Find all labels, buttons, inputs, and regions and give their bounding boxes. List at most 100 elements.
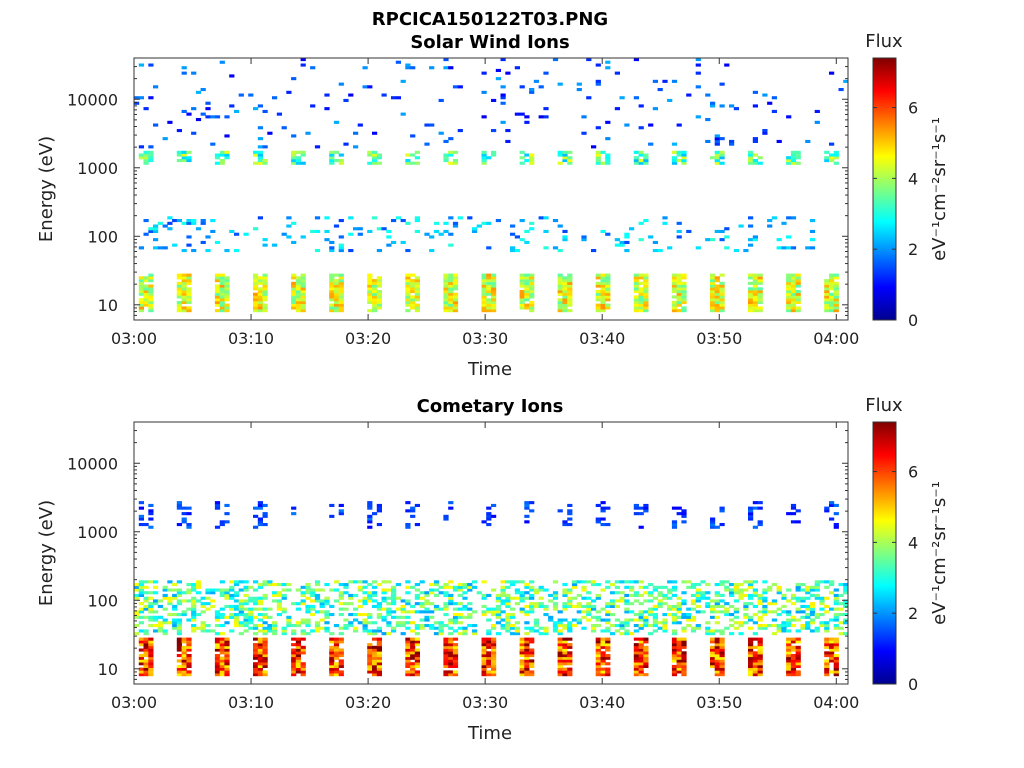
flux-cell [757, 640, 763, 644]
flux-cell [329, 292, 335, 296]
flux-cell [481, 613, 487, 617]
flux-cell [310, 229, 316, 233]
flux-cell [186, 290, 192, 294]
flux-cell [448, 306, 454, 310]
flux-cell [748, 287, 754, 291]
flux-cell [833, 607, 839, 611]
flux-cell [452, 303, 459, 307]
flux-cell [743, 580, 749, 584]
flux-cell [262, 637, 268, 641]
flux-cell [776, 246, 782, 250]
flux-cell [452, 621, 459, 625]
flux-cell [176, 281, 182, 285]
flux-cell [143, 150, 149, 154]
flux-cell [605, 662, 611, 666]
flux-cell [629, 618, 635, 622]
flux-cell [748, 583, 754, 587]
flux-cell [405, 295, 411, 299]
flux-cell [143, 300, 149, 304]
flux-cell [291, 506, 297, 510]
flux-cell [719, 583, 725, 587]
flux-cell [391, 599, 397, 603]
flux-cell [491, 656, 497, 660]
flux-cell [562, 159, 568, 163]
flux-cell [486, 506, 492, 510]
flux-cell [153, 610, 159, 614]
flux-cell [429, 626, 435, 630]
flux-cell [167, 621, 173, 625]
flux-cell [376, 509, 382, 513]
flux-cell [205, 602, 211, 606]
flux-cell [562, 298, 568, 302]
flux-cell [714, 643, 720, 647]
flux-cell [714, 640, 720, 644]
flux-cell [748, 243, 754, 247]
flux-cell [224, 637, 230, 641]
flux-cell [419, 610, 425, 614]
flux-cell [181, 306, 187, 310]
flux-cell [472, 629, 478, 633]
flux-cell [752, 298, 758, 302]
flux-cell [805, 615, 811, 619]
flux-cell [829, 637, 835, 641]
flux-cell [443, 295, 449, 299]
flux-cell [224, 673, 230, 677]
flux-cell [733, 585, 739, 589]
flux-cell [833, 588, 839, 592]
flux-cell [600, 509, 606, 513]
flux-cell [481, 156, 487, 160]
flux-cell [381, 599, 387, 603]
flux-cell [148, 604, 154, 608]
flux-cell [405, 580, 411, 584]
flux-cell [333, 643, 340, 647]
flux-cell [671, 632, 678, 636]
flux-cell [143, 287, 149, 291]
flux-cell [529, 292, 535, 296]
flux-cell [786, 643, 792, 647]
flux-cell [600, 281, 606, 285]
flux-cell [762, 93, 768, 97]
flux-cell [790, 512, 797, 516]
flux-cell [314, 621, 321, 625]
flux-cell [367, 645, 373, 649]
flux-cell [148, 580, 154, 584]
flux-cell [376, 306, 382, 310]
flux-cell [443, 648, 449, 652]
flux-cell [452, 670, 459, 674]
flux-cell [186, 643, 192, 647]
flux-cell [790, 153, 797, 157]
flux-cell [681, 161, 687, 165]
flux-cell [676, 643, 682, 647]
flux-cell [138, 514, 144, 518]
flux-cell [262, 109, 268, 113]
flux-cell [362, 85, 368, 89]
flux-cell [257, 629, 263, 633]
flux-cell [186, 640, 192, 644]
flux-cell [829, 306, 835, 310]
flux-cell [757, 290, 763, 294]
flux-cell [257, 670, 263, 674]
flux-cell [719, 599, 725, 603]
flux-cell [219, 281, 225, 285]
flux-cell [529, 593, 535, 597]
flux-cell [667, 607, 673, 611]
flux-cell [253, 607, 259, 611]
flux-cell [557, 249, 563, 253]
flux-cell [253, 664, 259, 668]
flux-cell [181, 281, 187, 285]
flux-cell [305, 131, 311, 135]
flux-cell [153, 585, 159, 589]
flux-cell [329, 673, 335, 677]
flux-cell [676, 654, 682, 658]
x-tick-label: 03:30 [462, 693, 508, 712]
flux-cell [510, 632, 516, 636]
flux-cell [529, 290, 535, 294]
flux-cell [176, 153, 182, 157]
flux-cell [790, 298, 797, 302]
flux-cell [748, 615, 754, 619]
flux-cell [795, 585, 801, 589]
flux-cell [524, 659, 530, 663]
flux-cell [172, 588, 178, 592]
flux-cell [481, 115, 487, 119]
flux-cell [724, 607, 730, 611]
